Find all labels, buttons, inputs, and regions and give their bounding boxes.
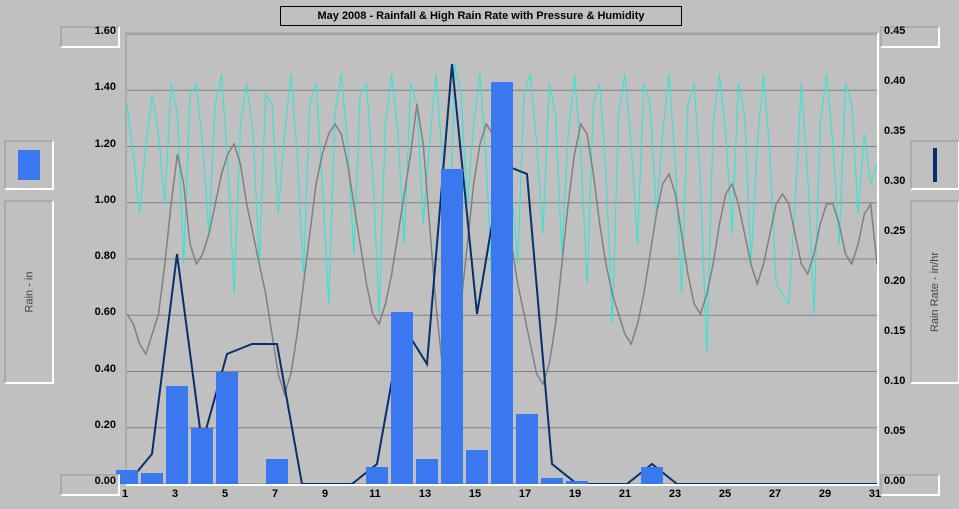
left-y-tick: 0.20: [68, 419, 116, 431]
right-y-tick: 0.45: [884, 25, 932, 37]
x-tick: 31: [863, 488, 887, 500]
right-axis-label-box: Rain Rate - in/hr: [910, 200, 956, 320]
rain-bar: [441, 169, 462, 484]
x-tick: 1: [113, 488, 137, 500]
x-tick: 9: [313, 488, 337, 500]
right-y-tick: 0.05: [884, 425, 932, 437]
legend-swatch-rain-bar: [4, 140, 54, 190]
right-y-tick: 0.15: [884, 325, 932, 337]
right-y-tick: 0.35: [884, 125, 932, 137]
left-axis-label-box: Rain - in: [4, 200, 50, 320]
right-y-tick: 0.20: [884, 275, 932, 287]
right-y-tick: 0.30: [884, 175, 932, 187]
x-tick: 17: [513, 488, 537, 500]
left-y-tick: 1.00: [68, 194, 116, 206]
x-tick: 5: [213, 488, 237, 500]
rain-bar: [466, 450, 487, 484]
left-y-tick: 0.60: [68, 306, 116, 318]
right-y-tick: 0.25: [884, 225, 932, 237]
x-tick: 23: [663, 488, 687, 500]
rain-bar: [141, 473, 162, 484]
left-y-tick: 1.40: [68, 81, 116, 93]
rain-bar: [166, 386, 187, 484]
left-y-tick: 1.20: [68, 138, 116, 150]
rain-bar: [516, 414, 537, 484]
right-y-tick: 0.00: [884, 475, 932, 487]
left-y-tick: 0.80: [68, 250, 116, 262]
line-swatch: [933, 148, 937, 182]
left-y-tick: 1.60: [68, 25, 116, 37]
x-tick: 15: [463, 488, 487, 500]
x-tick: 29: [813, 488, 837, 500]
left-y-tick: 0.00: [68, 475, 116, 487]
rain-bar: [216, 372, 237, 485]
right-axis-label: Rain Rate - in/hr: [929, 252, 941, 332]
rain-bar: [266, 459, 287, 484]
x-tick: 11: [363, 488, 387, 500]
x-tick: 19: [563, 488, 587, 500]
left-axis-label: Rain - in: [23, 272, 35, 313]
rain-bar: [491, 82, 512, 484]
left-y-tick: 0.40: [68, 363, 116, 375]
x-tick: 21: [613, 488, 637, 500]
x-tick: 25: [713, 488, 737, 500]
rain-bar: [391, 312, 412, 484]
rain-bar: [541, 478, 562, 484]
rain-bar: [366, 467, 387, 484]
x-tick: 7: [263, 488, 287, 500]
x-tick: 27: [763, 488, 787, 500]
rain-bar: [641, 467, 662, 484]
plot-area: [125, 32, 879, 486]
x-tick: 3: [163, 488, 187, 500]
chart-title: May 2008 - Rainfall & High Rain Rate wit…: [280, 6, 682, 26]
right-y-tick: 0.40: [884, 75, 932, 87]
bar-swatch: [18, 150, 40, 180]
rain-bar: [416, 459, 437, 484]
right-y-tick: 0.10: [884, 375, 932, 387]
rain-bar: [191, 428, 212, 484]
x-tick: 13: [413, 488, 437, 500]
rain-bar: [566, 481, 587, 484]
